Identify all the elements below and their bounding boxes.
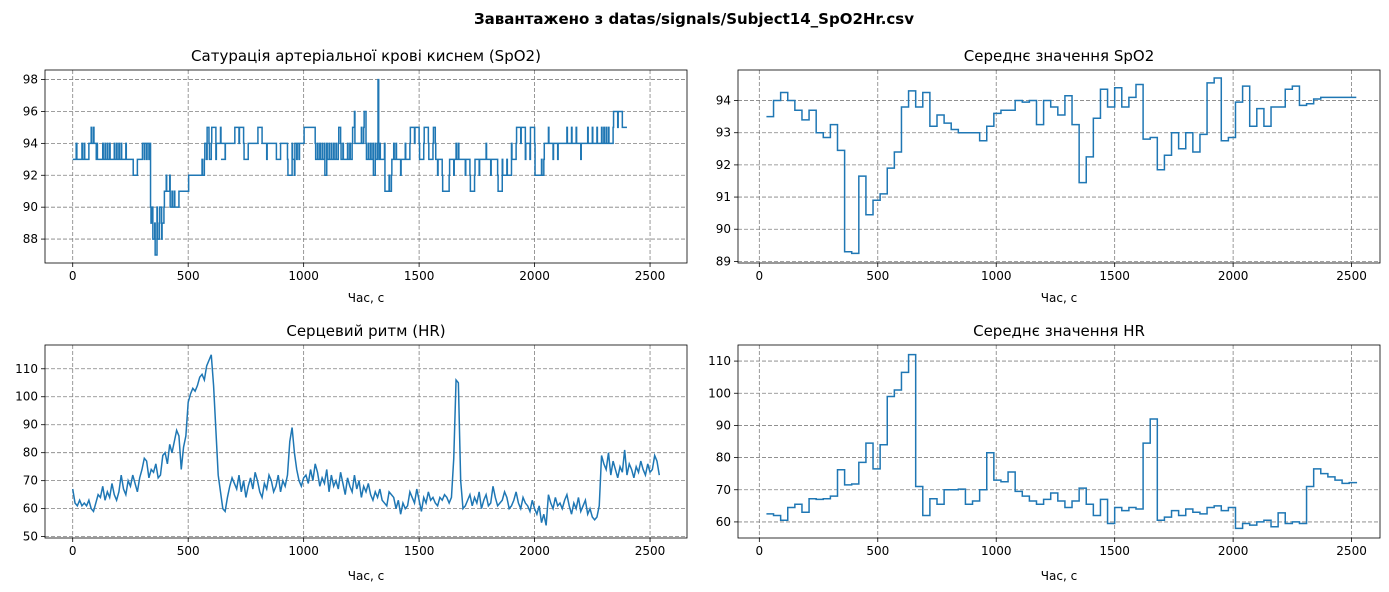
y-tick-label: 70 xyxy=(23,474,38,488)
x-tick-label: 1500 xyxy=(1099,544,1130,558)
series-line-hr-mean xyxy=(766,353,1358,530)
y-tick-label: 110 xyxy=(708,354,731,368)
x-tick-label: 0 xyxy=(69,544,77,558)
y-tick-label: 110 xyxy=(15,362,38,376)
x-tick-label: 0 xyxy=(756,269,764,283)
y-tick-label: 80 xyxy=(716,451,731,465)
y-tick-label: 100 xyxy=(708,386,731,400)
x-tick-label: 1500 xyxy=(404,544,435,558)
y-tick-label: 88 xyxy=(23,232,38,246)
y-tick-label: 98 xyxy=(23,73,38,87)
y-tick-label: 92 xyxy=(716,158,731,172)
x-tick-label: 2000 xyxy=(519,269,550,283)
x-tick-label: 1000 xyxy=(288,544,319,558)
x-tick-label: 0 xyxy=(756,544,764,558)
y-tick-label: 96 xyxy=(23,104,38,118)
x-tick-label: 2500 xyxy=(1336,544,1367,558)
x-tick-label: 500 xyxy=(177,544,200,558)
y-tick-label: 70 xyxy=(716,483,731,497)
y-tick-label: 94 xyxy=(23,136,38,150)
panel-title-hr: Серцевий ритм (HR) xyxy=(286,322,445,340)
x-tick-label: 2000 xyxy=(1218,269,1249,283)
axes-frame xyxy=(44,344,688,539)
panel-title-spo2-mean: Середнє значення SpO2 xyxy=(964,47,1155,65)
x-tick-label: 500 xyxy=(866,544,889,558)
x-axis-label-hr: Час, с xyxy=(348,569,384,583)
panel-spo2: Сатурація артеріальної крові киснем (SpO… xyxy=(23,47,688,305)
y-tick-label: 90 xyxy=(23,418,38,432)
panel-spo2-mean: Середнє значення SpO2 Час, с 0 500 1000 150… xyxy=(716,47,1381,305)
y-tick-label: 60 xyxy=(716,515,731,529)
panel-hr: Серцевий ритм (HR) Час, с 0 500 1000 1500 20… xyxy=(15,322,688,583)
axes-frame xyxy=(737,69,1381,264)
x-tick-label: 1000 xyxy=(981,544,1012,558)
x-axis-label-spo2: Час, с xyxy=(348,291,384,305)
x-tick-label: 2000 xyxy=(1218,544,1249,558)
panel-hr-mean: Середнє значення HR Час, с 0 500 1000 1500 2… xyxy=(708,322,1381,583)
y-tick-label: 50 xyxy=(23,530,38,544)
x-tick-label: 2500 xyxy=(635,269,666,283)
x-tick-label: 0 xyxy=(69,269,77,283)
series-line-spo2 xyxy=(72,78,627,256)
y-tick-label: 92 xyxy=(23,168,38,182)
series-line-hr xyxy=(71,354,661,526)
x-tick-label: 500 xyxy=(866,269,889,283)
series-line-spo2-mean xyxy=(766,77,1357,255)
x-tick-label: 2500 xyxy=(635,544,666,558)
x-tick-label: 1500 xyxy=(404,269,435,283)
x-axis-label-spo2-mean: Час, с xyxy=(1041,291,1077,305)
y-tick-label: 80 xyxy=(23,446,38,460)
x-axis-label-hr-mean: Час, с xyxy=(1041,569,1077,583)
y-tick-label: 90 xyxy=(23,200,38,214)
y-tick-label: 100 xyxy=(15,390,38,404)
x-tick-label: 1500 xyxy=(1099,269,1130,283)
panel-title-spo2: Сатурація артеріальної крові киснем (SpO… xyxy=(191,47,541,65)
x-tick-label: 1000 xyxy=(981,269,1012,283)
y-tick-label: 93 xyxy=(716,126,731,140)
figure-suptitle: Завантажено з datas/signals/Subject14_Sp… xyxy=(474,10,914,28)
axes-frame xyxy=(44,69,688,264)
x-tick-label: 1000 xyxy=(288,269,319,283)
y-tick-label: 94 xyxy=(716,94,731,108)
y-tick-label: 90 xyxy=(716,222,731,236)
x-tick-label: 500 xyxy=(177,269,200,283)
axes-frame xyxy=(737,344,1381,539)
x-tick-label: 2000 xyxy=(519,544,550,558)
y-tick-label: 91 xyxy=(716,190,731,204)
y-tick-label: 89 xyxy=(716,254,731,268)
y-tick-label: 60 xyxy=(23,502,38,516)
y-tick-label: 90 xyxy=(716,418,731,432)
x-tick-label: 2500 xyxy=(1336,269,1367,283)
panel-title-hr-mean: Середнє значення HR xyxy=(973,322,1145,340)
